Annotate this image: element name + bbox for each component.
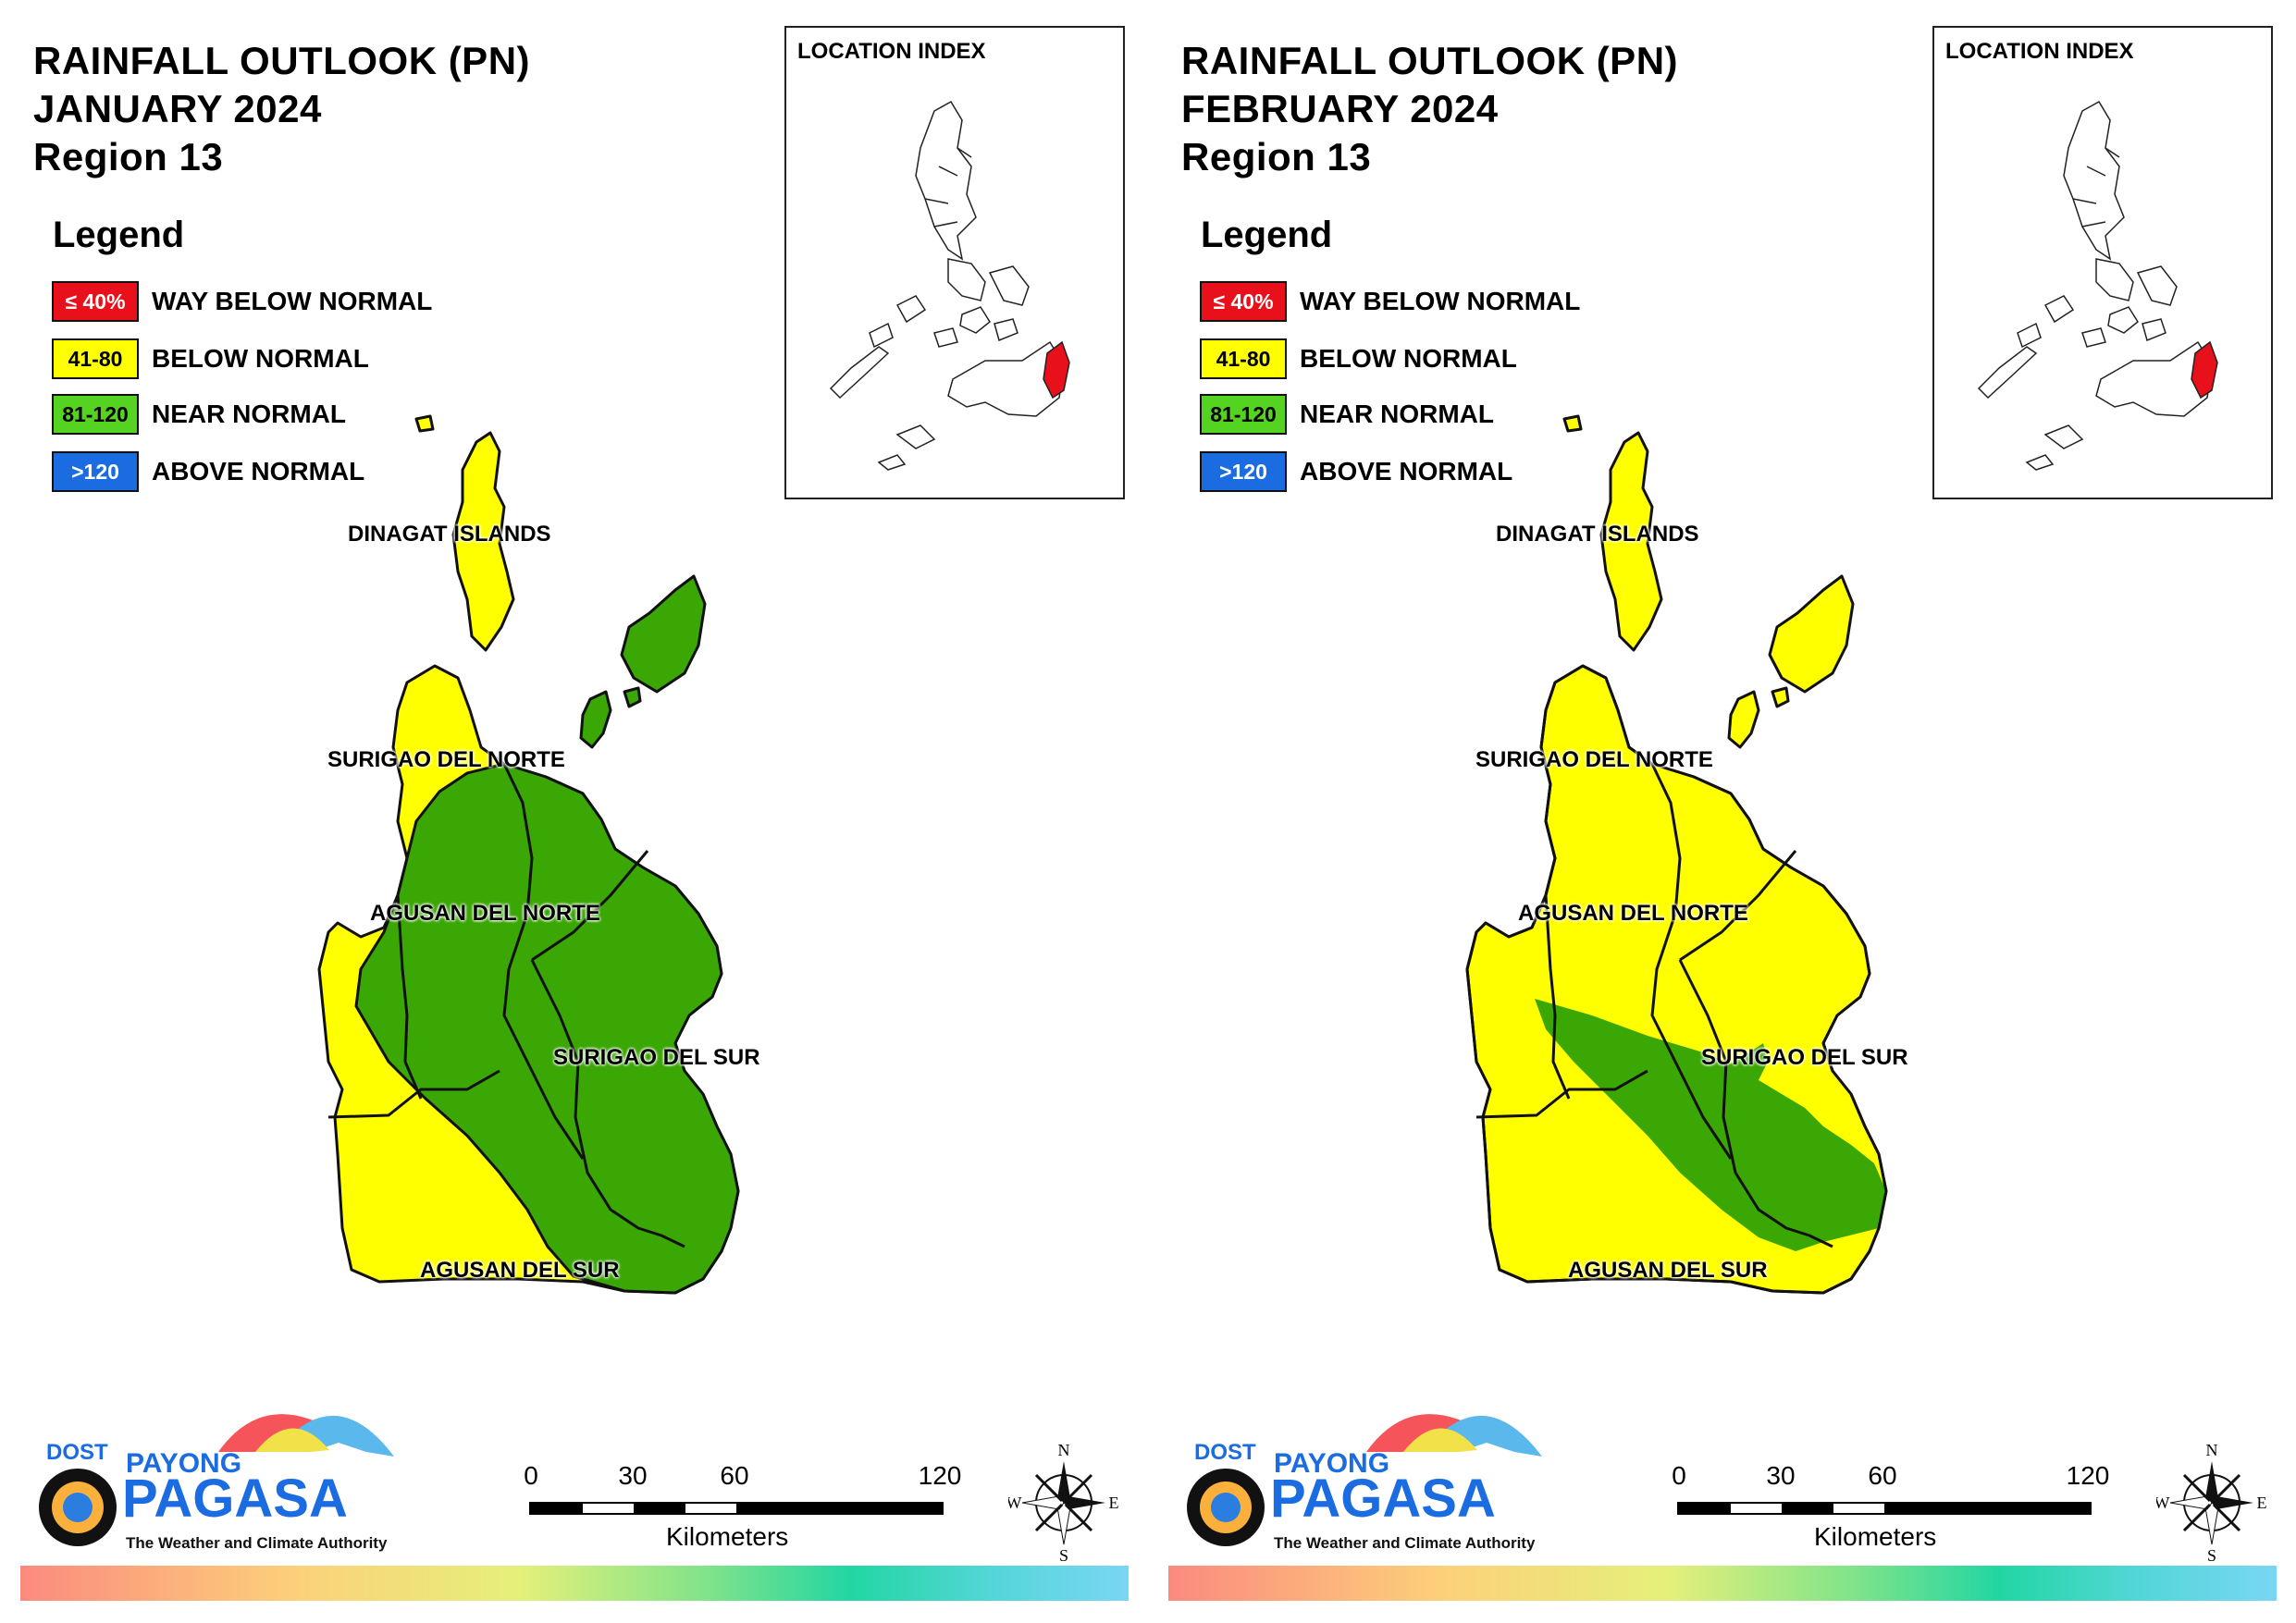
pagasa-logo: DOST PAYONG PAGASA The Weather and Clima… <box>33 1387 422 1572</box>
label-surigao-del-sur: SURIGAO DEL SUR <box>1701 1045 1908 1070</box>
legend-swatch: 41-80 <box>52 338 139 379</box>
scale-tick: 60 <box>720 1461 749 1490</box>
title-line-1: RAINFALL OUTLOOK (PN) <box>1181 39 1679 82</box>
pagasa-logo: DOST PAYONG PAGASA The Weather and Clima… <box>1181 1387 1570 1572</box>
label-agusan-del-sur: AGUSAN DEL SUR <box>420 1258 620 1283</box>
panel-january: RAINFALL OUTLOOK (PN) JANUARY 2024 Regio… <box>20 26 1129 1601</box>
title-line-3: Region 13 <box>33 135 224 178</box>
inset-title: LOCATION INDEX <box>1945 39 2134 64</box>
legend-label: WAY BELOW NORMAL <box>1300 287 1581 315</box>
label-dinagat-islands: DINAGAT ISLANDS <box>1496 522 1699 547</box>
location-index: LOCATION INDEX <box>784 26 1125 499</box>
scale-tick: 30 <box>618 1461 648 1490</box>
legend-swatch: 41-80 <box>1200 338 1287 379</box>
legend-label: ABOVE NORMAL <box>1300 457 1513 486</box>
legend-swatch: 81-120 <box>1200 394 1287 435</box>
logo-payong: PAYONG <box>1274 1448 1389 1479</box>
province-map <box>317 414 740 1295</box>
title-line-3: Region 13 <box>1181 135 1372 178</box>
compass-w: W <box>1008 1494 1022 1512</box>
color-stripe <box>20 1566 1129 1601</box>
logo-tagline: The Weather and Climate Authority <box>1274 1534 1536 1552</box>
scale-tick: 30 <box>1766 1461 1796 1490</box>
scale-tick: 120 <box>918 1461 962 1490</box>
legend-swatch: >120 <box>1200 451 1287 492</box>
scale-segments <box>529 1502 944 1515</box>
scale-unit: Kilometers <box>666 1522 789 1551</box>
compass-w: W <box>2156 1494 2170 1512</box>
scale-tick: 60 <box>1868 1461 1897 1490</box>
panel-february: RAINFALL OUTLOOK (PN) FEBRUARY 2024 Regi… <box>1148 0 2296 1623</box>
label-dinagat-islands: DINAGAT ISLANDS <box>348 522 551 547</box>
compass-rose-icon: N S E W <box>1006 1441 1119 1565</box>
label-surigao-del-norte: SURIGAO DEL NORTE <box>327 747 565 772</box>
compass-e: E <box>2257 1494 2267 1512</box>
map-title: RAINFALL OUTLOOK (PN) JANUARY 2024 Regio… <box>33 37 530 181</box>
philippines-outline <box>1977 100 2218 471</box>
legend-swatch: >120 <box>52 451 139 492</box>
label-agusan-del-sur: AGUSAN DEL SUR <box>1568 1258 1768 1283</box>
logo-dost: DOST <box>46 1440 108 1465</box>
label-agusan-del-norte: AGUSAN DEL NORTE <box>370 901 600 926</box>
label-agusan-del-norte: AGUSAN DEL NORTE <box>1518 901 1748 926</box>
legend-label: WAY BELOW NORMAL <box>152 287 433 315</box>
caraga-highlight <box>1043 340 1070 400</box>
label-surigao-del-norte: SURIGAO DEL NORTE <box>1475 747 1713 772</box>
province-map <box>1465 414 1888 1295</box>
logo-payong: PAYONG <box>126 1448 241 1479</box>
legend-title: Legend <box>1201 215 1333 255</box>
legend-label: NEAR NORMAL <box>152 400 346 428</box>
legend-title: Legend <box>53 215 185 255</box>
scale-tick: 0 <box>524 1461 538 1490</box>
title-line-1: RAINFALL OUTLOOK (PN) <box>33 39 531 82</box>
compass-e: E <box>1109 1494 1119 1512</box>
legend-swatch: 81-120 <box>52 394 139 435</box>
location-index: LOCATION INDEX <box>1932 26 2273 499</box>
philippines-outline <box>829 100 1070 471</box>
scale-bar: 0 30 60 120 Kilometers <box>524 1461 971 1563</box>
legend-label: NEAR NORMAL <box>1300 400 1494 428</box>
color-stripe <box>1168 1566 2277 1601</box>
caraga-highlight <box>2191 340 2218 400</box>
compass-s: S <box>1059 1546 1068 1563</box>
scale-tick: 120 <box>2066 1461 2110 1490</box>
logo-tagline: The Weather and Climate Authority <box>126 1534 388 1552</box>
map-title: RAINFALL OUTLOOK (PN) FEBRUARY 2024 Regi… <box>1181 37 1678 181</box>
logo-dost: DOST <box>1194 1440 1256 1465</box>
scale-unit: Kilometers <box>1814 1522 1937 1551</box>
title-line-2: FEBRUARY 2024 <box>1181 87 1499 130</box>
legend-label: BELOW NORMAL <box>152 344 369 373</box>
logo-pagasa: PAGASA <box>122 1469 348 1529</box>
legend-label: ABOVE NORMAL <box>152 457 365 486</box>
legend-swatch: ≤ 40% <box>1200 281 1287 322</box>
scale-segments <box>1677 1502 2092 1515</box>
inset-title: LOCATION INDEX <box>797 39 986 64</box>
compass-n: N <box>1058 1443 1070 1459</box>
compass-n: N <box>2206 1443 2218 1459</box>
scale-bar: 0 30 60 120 Kilometers <box>1672 1461 2119 1563</box>
compass-s: S <box>2207 1546 2216 1563</box>
scale-tick: 0 <box>1672 1461 1686 1490</box>
legend-swatch: ≤ 40% <box>52 281 139 322</box>
label-surigao-del-sur: SURIGAO DEL SUR <box>553 1045 760 1070</box>
legend-label: BELOW NORMAL <box>1300 344 1517 373</box>
logo-pagasa: PAGASA <box>1270 1469 1496 1529</box>
title-line-2: JANUARY 2024 <box>33 87 322 130</box>
compass-rose-icon: N S E W <box>2154 1441 2267 1565</box>
